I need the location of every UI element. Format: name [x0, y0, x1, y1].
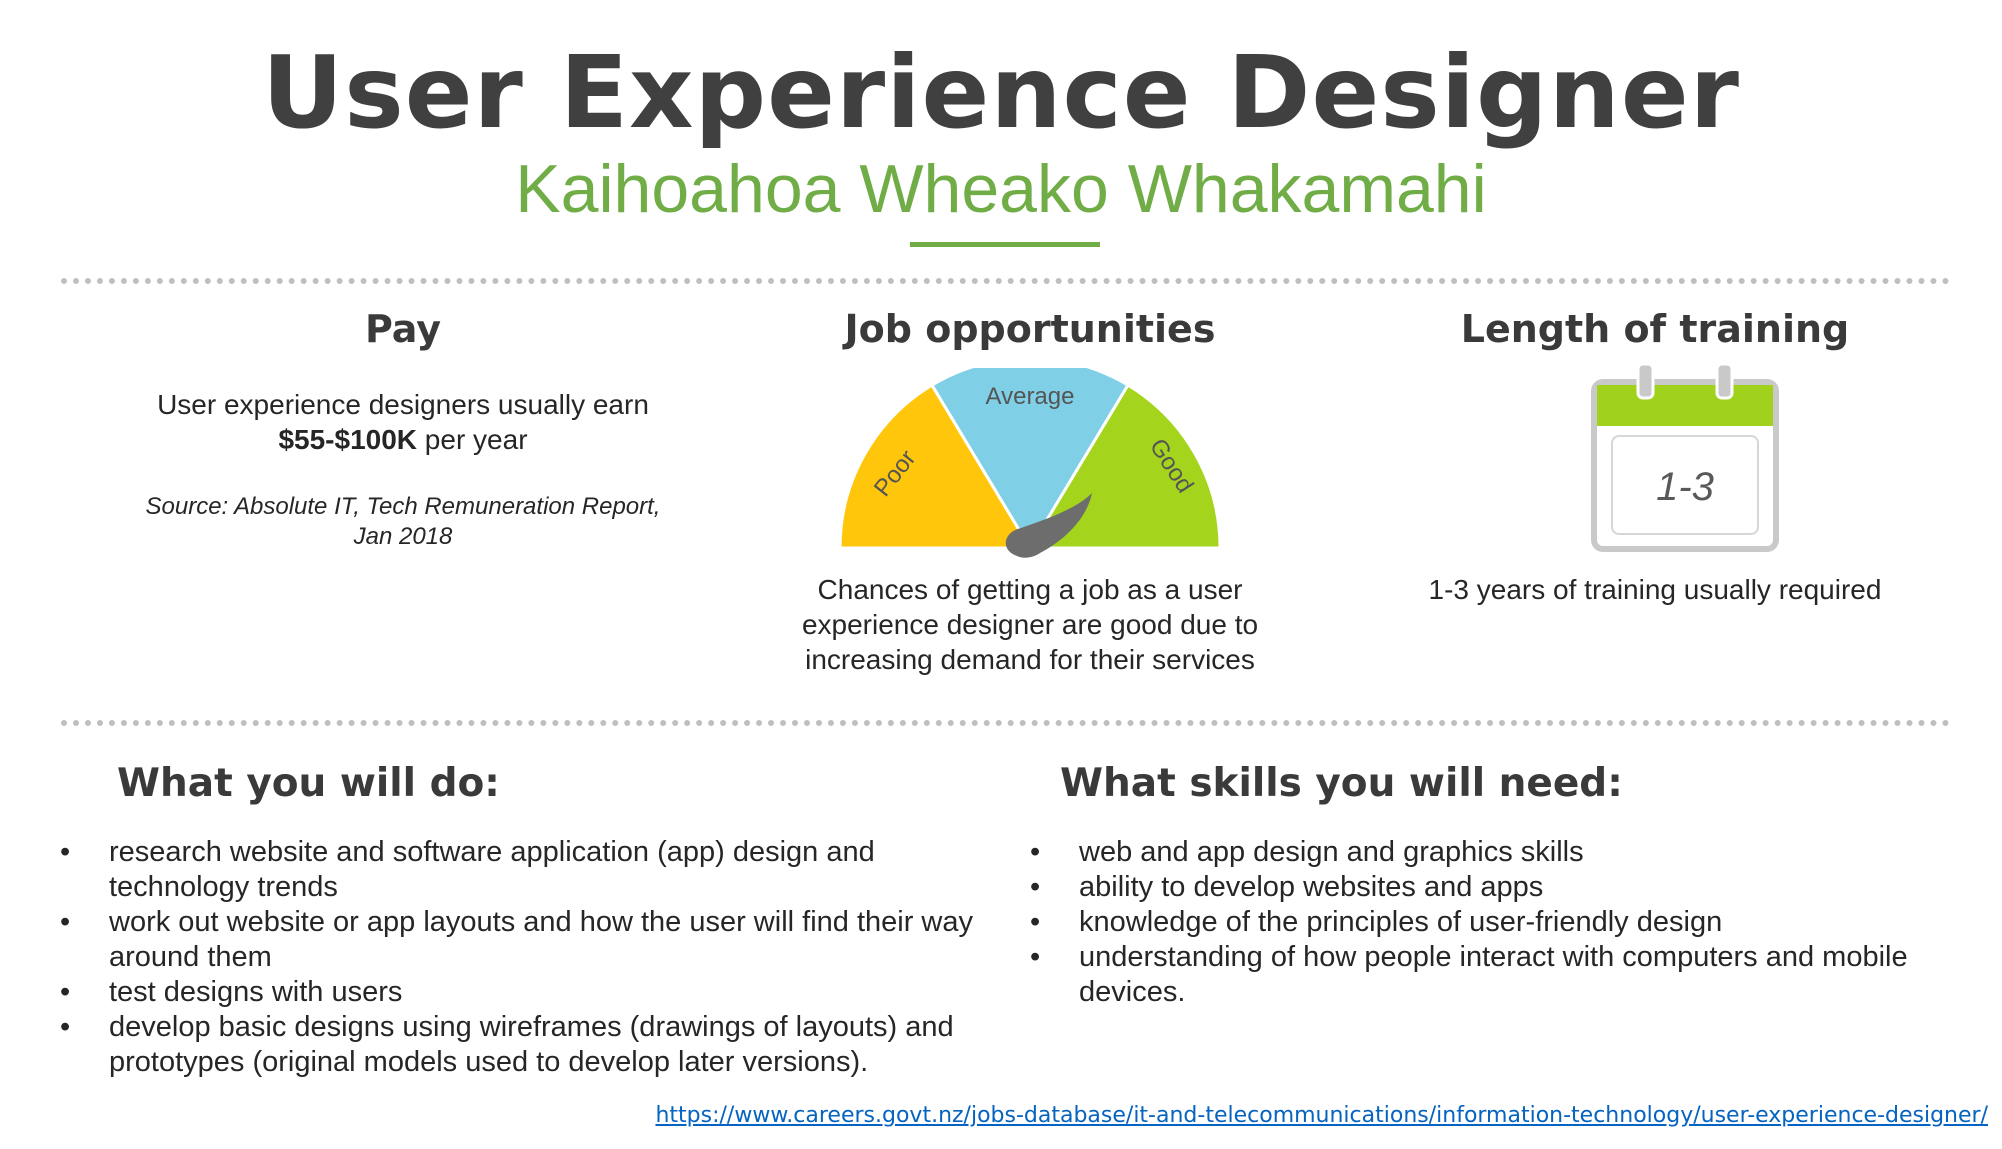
- list-item: work out website or app layouts and how …: [60, 905, 990, 975]
- list-item: knowledge of the principles of user-frie…: [1030, 905, 1960, 940]
- calendar-value: 1-3: [1656, 465, 1714, 509]
- jobs-description-line-1: Chances of getting a job as a user: [817, 574, 1243, 605]
- jobs-description-line-2: experience designer are good due to: [801, 609, 1259, 640]
- skills-heading: What skills you will need:: [1060, 761, 1623, 806]
- gauge-label-average: Average: [986, 383, 1075, 410]
- list-item: test designs with users: [60, 975, 990, 1010]
- calendar-header-band: [1597, 385, 1773, 426]
- calendar-page: [1611, 435, 1759, 535]
- pay-source: Source: Absolute IT, Tech Remuneration R…: [103, 492, 703, 552]
- training-description: 1-3 years of training usually required: [1428, 574, 1882, 605]
- pay-source-line-2: Jan 2018: [353, 523, 453, 550]
- jobs-description-line-3: increasing demand for their services: [805, 644, 1255, 675]
- pay-source-line-1: Source: Absolute IT, Tech Remuneration R…: [145, 493, 661, 520]
- middle-divider: [61, 720, 1950, 726]
- pay-heading: Pay: [364, 307, 442, 351]
- gauge-average-segment: [929, 368, 1131, 551]
- pay-line-1: User experience designers usually earn: [157, 389, 649, 420]
- duties-heading: What you will do:: [117, 761, 500, 806]
- pay-amount: $55-$100K: [278, 424, 418, 455]
- pay-suffix: per year: [417, 424, 528, 455]
- list-item: research website and software applicatio…: [60, 835, 990, 905]
- calendar-icon: 1-3: [1591, 362, 1779, 552]
- calendar-ring-right: [1715, 362, 1734, 400]
- jobs-heading: Job opportunities: [844, 307, 1216, 351]
- list-item: web and app design and graphics skills: [1030, 835, 1960, 870]
- jobs-description: Chances of getting a job as a user exper…: [730, 572, 1330, 677]
- gauge-poor-segment: [838, 383, 1033, 550]
- training-heading: Length of training: [1460, 307, 1850, 351]
- list-item: understanding of how people interact wit…: [1030, 940, 1960, 1010]
- pay-line-2: $55-$100K per year: [103, 422, 703, 457]
- page-subtitle: Kaihoahoa Wheako Whakamahi: [515, 151, 1487, 227]
- list-item: develop basic designs using wireframes (…: [60, 1010, 990, 1080]
- careers-link[interactable]: https://www.careers.govt.nz/jobs-databas…: [655, 1103, 1988, 1128]
- title-underline: [910, 242, 1100, 247]
- calendar-ring-left: [1636, 362, 1655, 400]
- duties-list: research website and software applicatio…: [60, 835, 990, 1080]
- gauge-icon: Poor Average Good: [838, 368, 1222, 558]
- top-divider: [61, 278, 1950, 284]
- list-item: ability to develop websites and apps: [1030, 870, 1960, 905]
- skills-list: web and app design and graphics skills a…: [1030, 835, 1960, 1010]
- gauge-needle: [1005, 493, 1092, 558]
- pay-description: User experience designers usually earn $…: [103, 387, 703, 457]
- page-title: User Experience Designer: [262, 34, 1740, 151]
